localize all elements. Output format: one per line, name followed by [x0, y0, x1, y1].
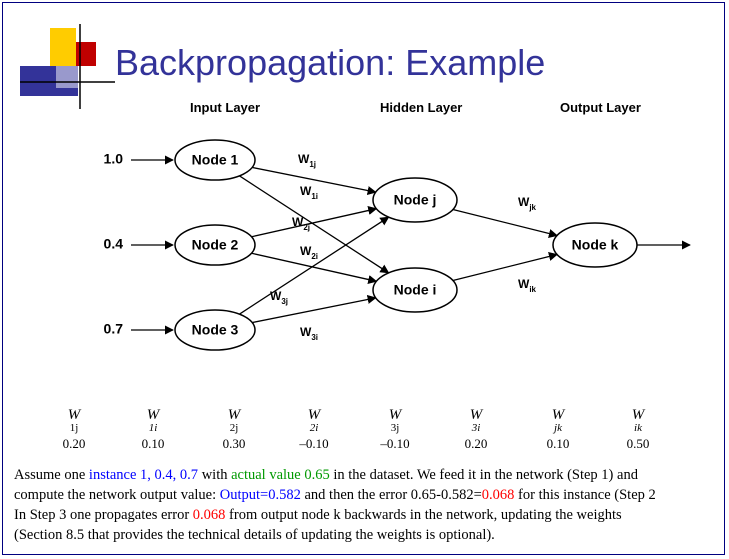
input-value-n3: 0.7	[104, 321, 124, 337]
edge-n1-nj	[252, 167, 376, 192]
node-label-n2: Node 2	[192, 237, 239, 253]
edge-label-2j: W2j	[292, 215, 310, 232]
edge-label-1i: W1i	[300, 184, 318, 201]
node-label-nj: Node j	[394, 192, 437, 208]
edge-label-jk: Wjk	[518, 195, 537, 212]
edge-nj-nk	[453, 209, 557, 235]
weight-col-jk: Wjk0.10	[533, 408, 583, 452]
caption-line-3: In Step 3 one propagates error 0.068 fro…	[14, 505, 724, 525]
edge-label-3j: W3j	[270, 289, 288, 306]
caption-line-2: compute the network output value: Output…	[14, 485, 724, 505]
input-value-n1: 1.0	[104, 151, 124, 167]
weight-col-2i: W2i–0.10	[289, 408, 339, 452]
network-diagram: W1j W1i W2j W2i W3j W3i Wjk Wik 1.0 0.4 0.7 Node 1 N…	[0, 0, 729, 400]
weight-col-2j: W2j0.30	[209, 408, 259, 452]
weight-col-3j: W3j–0.10	[370, 408, 420, 452]
edge-label-1j: W1j	[298, 152, 316, 169]
node-label-nk: Node k	[572, 237, 619, 253]
node-label-n1: Node 1	[192, 152, 239, 168]
weight-col-ik: Wik0.50	[613, 408, 663, 452]
caption-line-1: Assume one instance 1, 0.4, 0.7 with act…	[14, 465, 724, 485]
node-label-n3: Node 3	[192, 322, 239, 338]
weight-col-3i: W3i0.20	[451, 408, 501, 452]
edge-label-3i: W3i	[300, 325, 318, 342]
edge-n2-nj	[251, 209, 376, 237]
weight-col-1i: W1i0.10	[128, 408, 178, 452]
node-label-ni: Node i	[394, 282, 437, 298]
edge-label-ik: Wik	[518, 277, 537, 294]
edge-label-2i: W2i	[300, 244, 318, 261]
input-value-n2: 0.4	[104, 236, 124, 252]
edge-ni-nk	[453, 254, 557, 280]
caption-text: Assume one instance 1, 0.4, 0.7 with act…	[14, 465, 724, 545]
caption-line-4: (Section 8.5 that provides the technical…	[14, 525, 724, 545]
weight-col-1j: W1j0.20	[49, 408, 99, 452]
